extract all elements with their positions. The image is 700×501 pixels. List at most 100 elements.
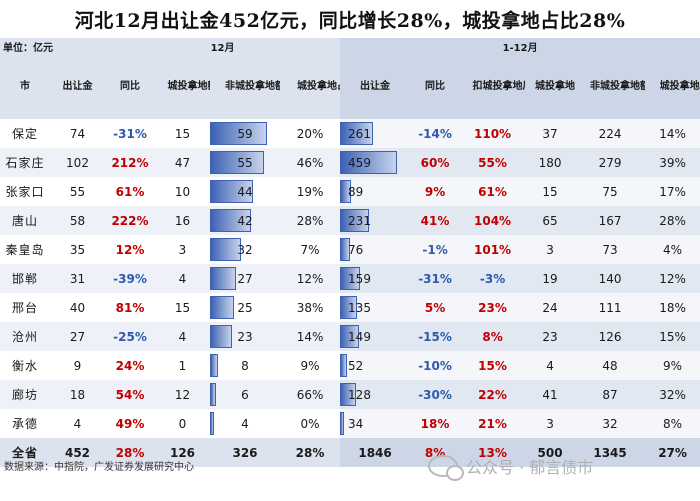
year-share-cell: 27% xyxy=(645,438,700,467)
year-excl-cell-value: 22% xyxy=(478,387,507,402)
city-cell-value: 秦皇岛 xyxy=(5,243,45,257)
wechat-icon xyxy=(428,455,464,481)
year-ct-cell-value: 15 xyxy=(542,184,558,199)
bar-value-label: 42 xyxy=(237,213,253,228)
month-ct-cell-value: 0 xyxy=(178,416,187,431)
bar-value-label: 34 xyxy=(348,416,364,431)
year-ct-cell: 19 xyxy=(525,264,576,293)
year-share-cell-value: 32% xyxy=(659,387,686,402)
year-share-cell: 17% xyxy=(645,177,700,206)
year-yoy-cell-value: 41% xyxy=(420,213,450,228)
year-share-cell: 32% xyxy=(645,380,700,409)
year-ct-cell: 37 xyxy=(525,119,576,148)
year-share-cell-value: 14% xyxy=(659,126,686,141)
year-share-cell-value: 18% xyxy=(659,300,686,315)
month-nonct-cell-value: 326 xyxy=(232,445,258,460)
city-cell: 秦皇岛 xyxy=(0,235,50,264)
month-ct-cell-value: 3 xyxy=(178,242,187,257)
year-ct-cell-value: 23 xyxy=(542,329,558,344)
month-nonct-cell: 44 xyxy=(210,177,280,206)
month-share-cell: 20% xyxy=(280,119,341,148)
col-month-nonct-label: 非城投拿地额 xyxy=(225,81,280,92)
bar-value-label: 25 xyxy=(237,300,253,315)
year-share-cell-value: 27% xyxy=(658,445,687,460)
month-yoy-cell: 212% xyxy=(105,148,155,177)
month-nonct-bar xyxy=(210,412,214,435)
year-share-cell-value: 8% xyxy=(663,416,683,431)
month-share-cell-value: 9% xyxy=(300,358,320,373)
year-excl-cell-value: 8% xyxy=(482,329,503,344)
month-revenue-cell-value: 9 xyxy=(73,358,82,373)
year-revenue-bar xyxy=(340,325,359,348)
city-cell: 承德 xyxy=(0,409,50,438)
year-share-cell-value: 28% xyxy=(659,213,686,228)
table-row: 保定 74 -31% 15 59 20% 261 -14% 110% 37 224 14% xyxy=(0,119,700,148)
table-row: 邯郸 31 -39% 4 27 12% 159 -31% -3% 19 140 12% xyxy=(0,264,700,293)
city-cell-value: 张家口 xyxy=(5,185,45,199)
month-share-cell: 9% xyxy=(280,351,341,380)
year-yoy-cell: -10% xyxy=(410,351,461,380)
month-share-cell: 0% xyxy=(280,409,341,438)
col-year-nonct: 非城投拿地额 xyxy=(575,54,646,119)
month-revenue-cell-value: 31 xyxy=(69,271,86,286)
month-nonct-bar xyxy=(210,209,251,232)
city-cell-value: 廊坊 xyxy=(11,388,38,402)
year-excl-cell: 110% xyxy=(460,119,526,148)
year-revenue-bar xyxy=(340,412,345,435)
month-ct-cell-value: 15 xyxy=(174,126,191,141)
year-revenue-bar xyxy=(340,267,360,290)
year-nonct-cell: 279 xyxy=(575,148,646,177)
year-nonct-cell-value: 1345 xyxy=(593,445,627,460)
year-share-cell: 14% xyxy=(645,119,700,148)
year-excl-cell-value: 101% xyxy=(474,242,512,257)
group-header-year: 1-12月 xyxy=(340,38,700,54)
year-excl-cell: 61% xyxy=(460,177,526,206)
bar-value-label: 76 xyxy=(348,242,364,257)
year-excl-cell-value: 21% xyxy=(478,416,507,431)
month-share-cell: 14% xyxy=(280,322,341,351)
col-month-ct: 城投拿地额 xyxy=(155,54,210,119)
month-share-cell-value: 20% xyxy=(296,126,324,141)
year-share-cell-value: 12% xyxy=(659,271,686,286)
month-ct-cell: 3 xyxy=(155,235,210,264)
month-yoy-cell-value: -31% xyxy=(113,126,147,141)
year-ct-cell: 65 xyxy=(525,206,576,235)
year-yoy-cell: -30% xyxy=(410,380,461,409)
table-row: 廊坊 18 54% 12 6 66% 128 -30% 22% 41 87 32% xyxy=(0,380,700,409)
year-yoy-cell-value: -15% xyxy=(418,329,452,344)
table-row: 张家口 55 61% 10 44 19% 89 9% 61% 15 75 17% xyxy=(0,177,700,206)
month-nonct-cell: 42 xyxy=(210,206,280,235)
data-source-note: 数据来源：中指院，广发证券发展研究中心 xyxy=(4,462,194,473)
year-nonct-cell: 224 xyxy=(575,119,646,148)
month-share-cell-value: 28% xyxy=(296,213,324,228)
month-ct-cell-value: 4 xyxy=(178,271,187,286)
city-cell: 邯郸 xyxy=(0,264,50,293)
year-yoy-cell: 9% xyxy=(410,177,461,206)
month-yoy-cell-value: -25% xyxy=(113,329,147,344)
year-ct-cell: 3 xyxy=(525,235,576,264)
month-revenue-cell: 452 xyxy=(50,438,105,467)
table-row: 秦皇岛 35 12% 3 32 7% 76 -1% 101% 3 73 4% xyxy=(0,235,700,264)
month-yoy-cell-value: 12% xyxy=(115,242,145,257)
month-revenue-cell: 102 xyxy=(50,148,105,177)
year-excl-cell: 15% xyxy=(460,351,526,380)
bar-value-label: 8 xyxy=(241,358,249,373)
month-revenue-cell: 4 xyxy=(50,409,105,438)
year-excl-cell-value: 23% xyxy=(478,300,507,315)
bar-value-label: 4 xyxy=(241,416,249,431)
year-yoy-cell: -31% xyxy=(410,264,461,293)
year-ct-cell-value: 180 xyxy=(538,155,562,170)
year-yoy-cell: -1% xyxy=(410,235,461,264)
month-nonct-cell: 326 xyxy=(210,438,280,467)
year-revenue-cell: 89 xyxy=(340,177,411,206)
year-excl-cell-value: 55% xyxy=(478,155,507,170)
city-cell: 保定 xyxy=(0,119,50,148)
month-yoy-cell: -31% xyxy=(105,119,155,148)
city-cell: 石家庄 xyxy=(0,148,50,177)
unit-label: 单位：亿元 xyxy=(0,38,105,54)
month-revenue-cell: 18 xyxy=(50,380,105,409)
city-cell-value: 承德 xyxy=(11,417,38,431)
col-year-ct-label: 城投拿地额 xyxy=(535,81,576,92)
month-share-cell-value: 38% xyxy=(296,300,324,315)
year-yoy-cell-value: -30% xyxy=(418,387,452,402)
